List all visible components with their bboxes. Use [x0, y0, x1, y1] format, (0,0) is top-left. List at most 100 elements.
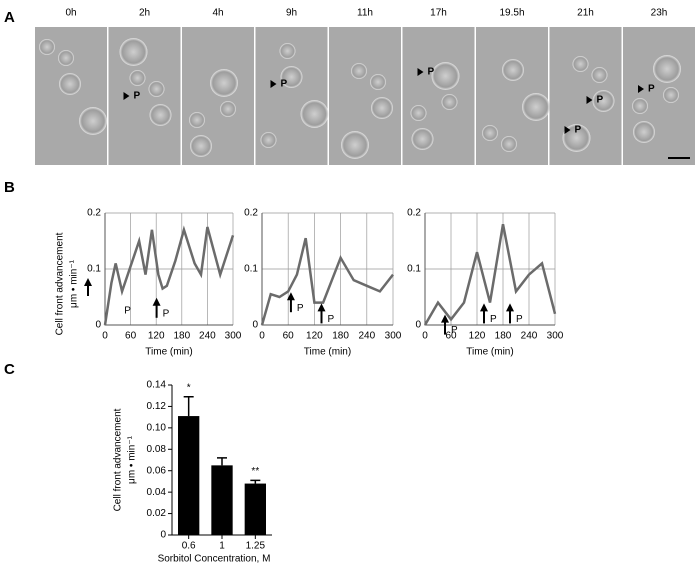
arrowhead: [417, 68, 424, 76]
annotation: P: [297, 303, 304, 314]
x-tick-label: 300: [547, 331, 564, 342]
cell-blob: [39, 39, 55, 55]
bar: [244, 483, 266, 535]
arrowhead: [441, 314, 449, 323]
cell-blob: [663, 87, 679, 103]
cell-blob: [190, 135, 212, 157]
x-tick-label: 1.25: [246, 541, 266, 552]
y-tick-label: 0: [160, 530, 166, 541]
panel-label: A: [4, 9, 15, 26]
y-tick-label: 0.08: [147, 444, 167, 455]
x-tick-label: 300: [225, 331, 242, 342]
x-axis-title: Time (min): [145, 347, 192, 358]
y-tick-label: 0.1: [407, 264, 421, 275]
time-label: 11h: [357, 8, 373, 19]
x-tick-label: 60: [445, 331, 457, 342]
arrowhead: [286, 292, 295, 301]
arrowhead: [123, 92, 130, 100]
cell-blob: [431, 62, 460, 90]
y-tick-label: 0.12: [147, 401, 167, 412]
time-label: 21h: [577, 8, 594, 19]
cell-blob: [562, 124, 591, 152]
error-bar: [250, 479, 261, 484]
cell-blob: [149, 104, 172, 126]
cell-blob: [119, 38, 148, 66]
x-tick-label: 120: [306, 331, 323, 342]
y-tick-label: 0.02: [147, 508, 167, 519]
cell-blob: [502, 59, 524, 81]
cell-blob: [371, 97, 393, 119]
data-line: [423, 223, 557, 326]
arrowhead: [152, 297, 161, 306]
cell-blob: [79, 107, 107, 135]
x-tick-label: 0: [422, 331, 428, 342]
x-tick-label: 240: [521, 331, 538, 342]
cell-blob: [370, 74, 386, 90]
panel-label: C: [4, 361, 15, 378]
y-tick-label: 0.2: [87, 208, 101, 219]
y-tick-label: 0.14: [147, 380, 167, 391]
cell-blob: [189, 112, 205, 128]
x-tick-label: 60: [283, 331, 295, 342]
time-label: 2h: [139, 8, 150, 19]
cell-blob: [592, 90, 615, 112]
arrowhead: [270, 80, 277, 88]
x-axis-title: Time (min): [304, 347, 351, 358]
cell-blob: [279, 43, 296, 59]
cell-blob: [148, 81, 165, 97]
marker-label: P: [428, 67, 435, 78]
annotation: P: [490, 314, 497, 325]
time-label: 19.5h: [499, 8, 524, 19]
x-tick-label: 180: [173, 331, 190, 342]
error-bar: [183, 396, 194, 417]
time-label: 23h: [651, 8, 668, 19]
x-tick-label: 180: [495, 331, 512, 342]
x-tick-label: 240: [199, 331, 216, 342]
cell-blob: [341, 131, 369, 159]
cell-blob: [351, 63, 367, 79]
cell-blob: [280, 66, 303, 88]
time-label: 17h: [430, 8, 447, 19]
y-tick-label: 0.1: [244, 264, 258, 275]
y-axis-title: Cell front advancement: [113, 408, 124, 511]
cell-blob: [632, 98, 648, 114]
cell-blob: [482, 125, 498, 141]
y-axis-title: Cell front advancement: [55, 232, 66, 335]
x-tick-label: 0.6: [182, 541, 196, 552]
x-tick-label: 0: [102, 331, 108, 342]
marker-label: P: [134, 91, 141, 102]
arrowhead: [564, 126, 571, 134]
annotation: P: [124, 306, 131, 317]
x-axis-title: Time (min): [466, 347, 513, 358]
cell-blob: [591, 67, 608, 83]
annotation: P: [451, 325, 458, 336]
cell-blob: [441, 94, 458, 110]
cell-blob: [522, 93, 550, 121]
marker-label: P: [281, 79, 288, 90]
cell-blob: [59, 73, 81, 95]
time-label: 0h: [65, 8, 76, 19]
x-tick-label: 120: [148, 331, 165, 342]
time-label: 4h: [212, 8, 223, 19]
cell-blob: [129, 70, 146, 86]
y-axis-title: μm • min⁻¹: [69, 259, 80, 308]
y-axis-title: μm • min⁻¹: [127, 435, 138, 484]
micrograph: [623, 27, 695, 165]
y-tick-label: 0: [95, 320, 101, 331]
arrowhead: [506, 303, 514, 312]
bar: [178, 416, 200, 535]
cell-blob: [300, 100, 329, 128]
y-tick-label: 0.06: [147, 465, 167, 476]
x-tick-label: 60: [125, 331, 137, 342]
arrowhead: [586, 96, 593, 104]
cell-blob: [411, 128, 434, 150]
cell-blob: [220, 101, 236, 117]
y-tick-label: 0: [252, 320, 258, 331]
significance: *: [187, 382, 191, 393]
x-tick-label: 1: [219, 541, 225, 552]
x-tick-label: 120: [469, 331, 486, 342]
arrowhead: [480, 303, 488, 312]
y-tick-label: 0.2: [244, 208, 258, 219]
y-tick-label: 0.2: [407, 208, 421, 219]
